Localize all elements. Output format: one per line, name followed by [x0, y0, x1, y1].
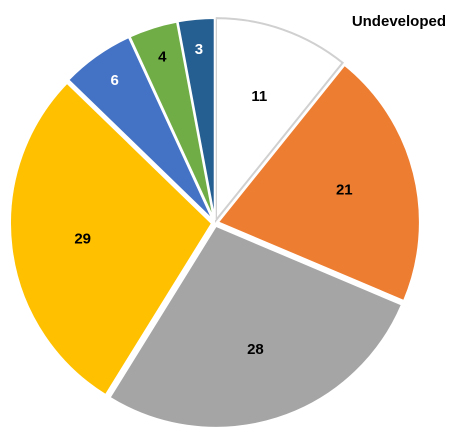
pie-slice: [176, 17, 216, 221]
pie-slice: [214, 17, 345, 224]
data-label: 6: [110, 72, 118, 89]
pie-slice: [108, 224, 404, 428]
pie-slice: [216, 63, 421, 303]
data-label: 28: [247, 341, 264, 358]
data-label: 3: [195, 41, 203, 58]
data-label: 4: [158, 48, 167, 65]
category-label: Undeveloped: [352, 13, 446, 30]
data-label: 21: [336, 181, 353, 198]
pie-slice: [9, 81, 214, 397]
data-label: 29: [74, 230, 91, 247]
data-label: 11: [251, 88, 267, 105]
